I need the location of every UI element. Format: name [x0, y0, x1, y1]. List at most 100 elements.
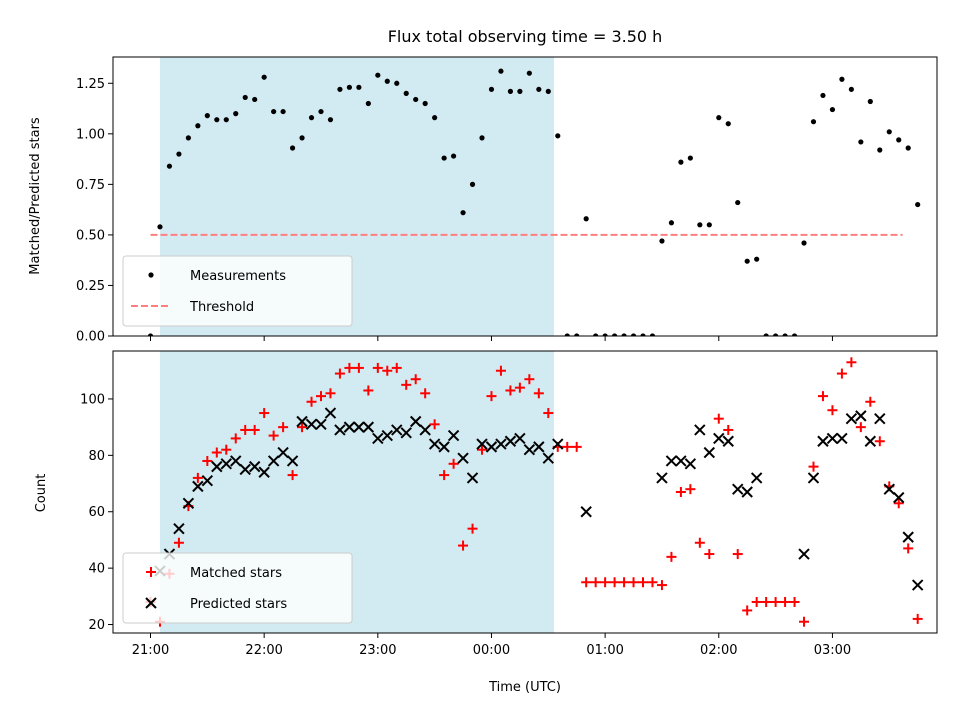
matched-star-marker	[817, 391, 828, 402]
measurement-point	[820, 92, 826, 99]
predicted-star-marker	[826, 432, 839, 445]
predicted-star-marker	[476, 438, 488, 450]
bottom-plot-area	[145, 357, 924, 627]
matched-star-marker	[846, 357, 857, 368]
measurement-point	[773, 333, 779, 336]
x-tick-label: 23:00	[359, 643, 396, 658]
predicted-star-marker	[684, 458, 697, 470]
matched-star-marker	[477, 444, 488, 455]
predicted-star-marker	[438, 441, 450, 453]
measurement-point	[555, 133, 561, 139]
measurement-point	[829, 106, 836, 113]
predicted-star-marker	[391, 424, 403, 436]
measurement-point	[375, 72, 381, 78]
measurement-point	[574, 333, 580, 336]
matched-star-marker	[439, 470, 450, 481]
matched-star-marker	[495, 365, 506, 376]
measurement-point	[214, 117, 220, 123]
legend-label: Predicted stars	[190, 597, 287, 612]
matched-star-marker	[893, 498, 904, 509]
top-y-tick-label: 0.00	[76, 330, 105, 345]
predicted-star-marker	[466, 472, 479, 484]
matched-star-marker	[458, 540, 469, 551]
predicted-star-marker	[855, 410, 867, 422]
x-tick-label: 02:00	[700, 643, 737, 658]
predicted-star-marker	[220, 458, 232, 470]
measurement-point	[725, 121, 731, 127]
predicted-star-marker	[656, 472, 668, 484]
measurement-point	[233, 111, 239, 117]
predicted-star-marker	[381, 429, 393, 442]
matched-star-marker	[619, 577, 630, 588]
measurement-point	[744, 258, 750, 264]
matched-star-marker	[173, 537, 184, 548]
measurement-point	[782, 333, 788, 336]
matched-star-marker	[344, 362, 355, 373]
predicted-star-marker	[362, 421, 375, 433]
measurement-point	[488, 86, 495, 92]
predicted-star-marker	[883, 483, 895, 495]
x-tick-label: 01:00	[586, 643, 623, 658]
predicted-star-marker	[902, 531, 914, 543]
predicted-star-marker	[305, 418, 318, 431]
measurement-point	[394, 80, 400, 86]
predicted-star-marker	[713, 432, 725, 445]
measurement-point	[877, 147, 883, 153]
matched-star-marker	[732, 549, 743, 560]
measurement-point	[668, 220, 675, 226]
matched-star-marker	[789, 596, 800, 607]
predicted-star-marker	[201, 475, 214, 487]
measurement-point	[384, 78, 390, 84]
measurement-point	[157, 224, 163, 230]
measurement-point	[687, 155, 693, 161]
predicted-star-marker	[552, 438, 564, 450]
bottom-legend: Matched stars Predicted stars	[122, 552, 353, 624]
matched-star-marker	[799, 616, 810, 627]
measurement-point	[526, 70, 532, 76]
predicted-star-marker	[182, 497, 195, 509]
matched-star-marker	[221, 444, 232, 455]
legend-label: Threshold	[189, 300, 254, 315]
matched-star-marker	[297, 422, 308, 433]
x-tick-label: 00:00	[473, 643, 510, 658]
measurement-point	[583, 216, 589, 222]
legend-box	[122, 552, 353, 624]
matched-star-marker	[524, 374, 535, 385]
predicted-star-marker	[807, 472, 820, 484]
matched-star-marker	[363, 385, 374, 396]
measurement-point	[498, 68, 504, 74]
matched-star-marker	[334, 368, 345, 379]
matched-star-marker	[353, 362, 364, 373]
matched-star-marker	[259, 408, 270, 419]
measurement-point	[839, 76, 845, 82]
measurement-point	[308, 115, 315, 121]
measurement-point	[697, 222, 703, 228]
measurement-point	[621, 333, 627, 336]
bottom-y-tick-label: 100	[80, 392, 105, 407]
measurement-point	[716, 115, 722, 121]
predicted-star-marker	[722, 435, 734, 447]
measurement-point	[261, 74, 267, 80]
predicted-star-marker	[817, 435, 829, 447]
predicted-star-marker	[523, 443, 536, 456]
predicted-star-marker	[315, 418, 327, 431]
measurement-point	[905, 145, 911, 151]
measurement-point	[763, 333, 769, 336]
matched-star-marker	[600, 577, 611, 588]
measurement-point	[242, 94, 248, 101]
predicted-star-marker	[798, 548, 810, 560]
bottom-y-tick-label: 60	[88, 505, 105, 520]
measurement-point	[195, 123, 201, 129]
matched-star-marker	[278, 422, 289, 433]
measurement-point	[867, 98, 873, 105]
matched-star-marker	[410, 374, 421, 385]
predicted-star-marker	[447, 429, 460, 442]
top-axes-frame	[112, 56, 938, 337]
measurement-point	[545, 88, 551, 94]
predicted-star-marker	[409, 415, 422, 428]
measurement-point	[289, 145, 296, 151]
measurement-point	[886, 129, 892, 135]
predicted-star-marker	[580, 506, 592, 518]
matched-star-marker	[704, 549, 715, 560]
matched-star-marker	[230, 433, 241, 444]
